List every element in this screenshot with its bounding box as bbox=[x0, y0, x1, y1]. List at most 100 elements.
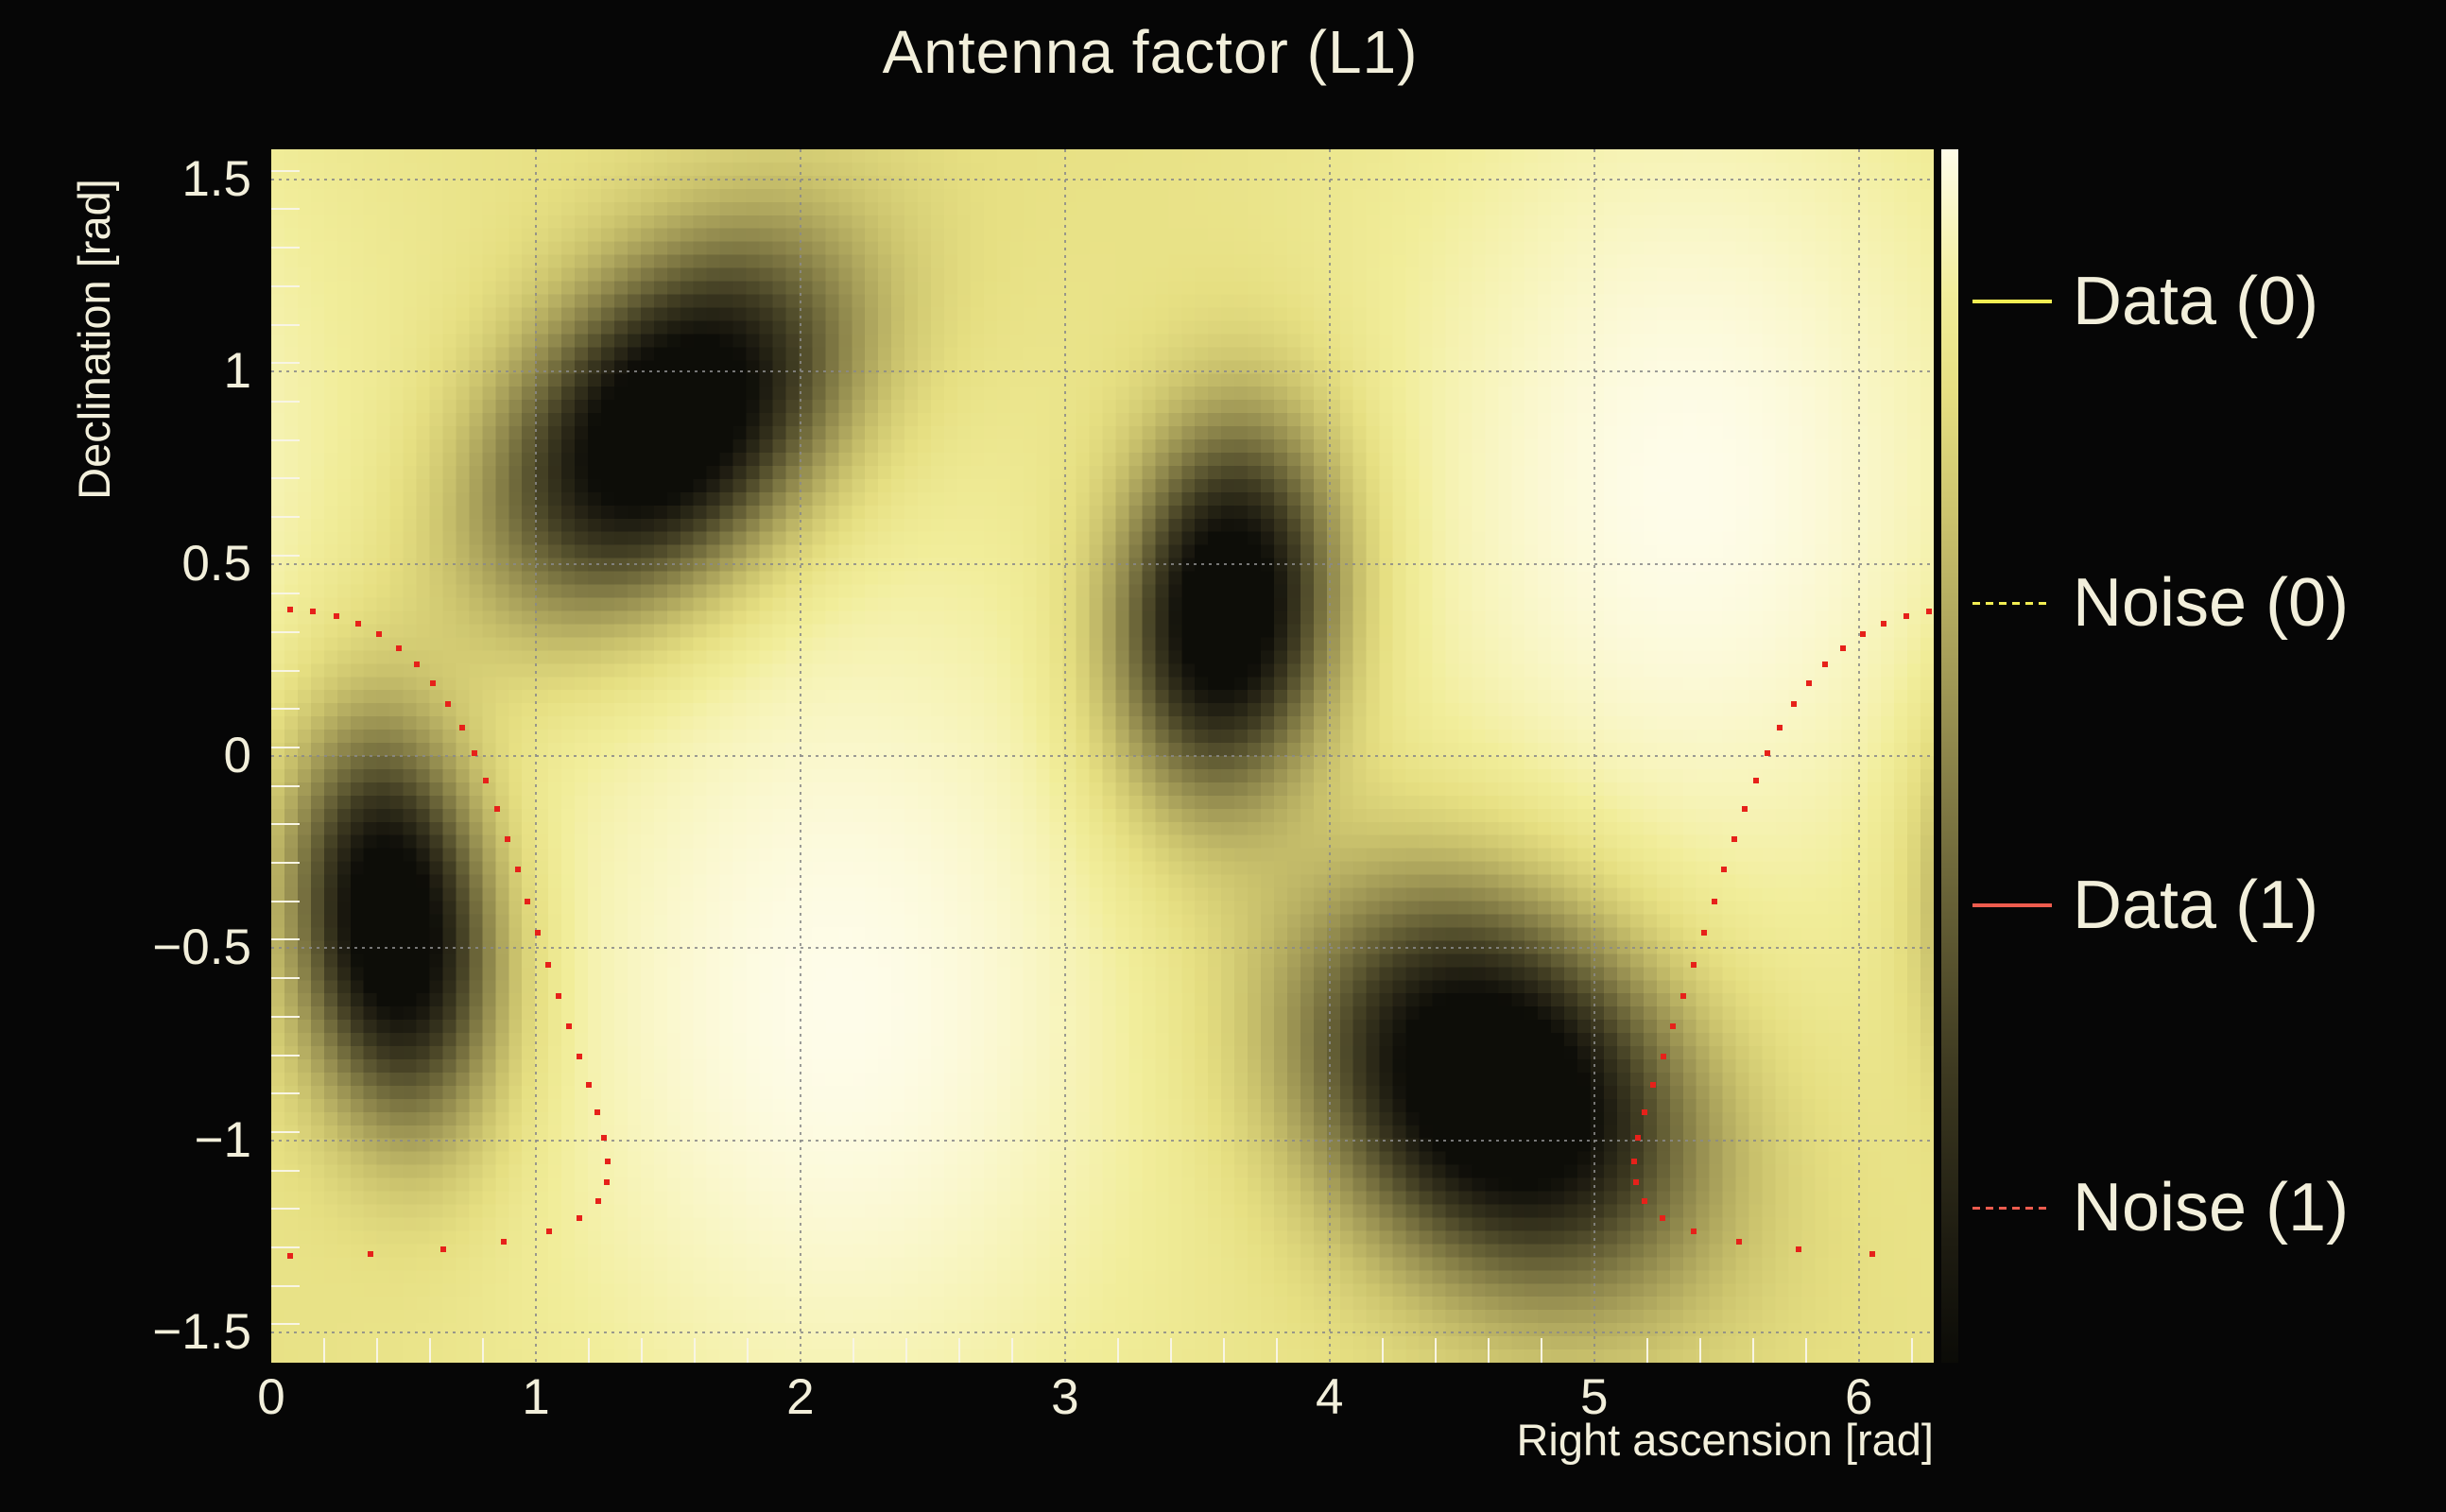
noise-1-point bbox=[376, 631, 383, 638]
legend-label-noise-1-: Noise (1) bbox=[2073, 1170, 2350, 1246]
noise-1-point bbox=[1869, 1251, 1875, 1258]
heatmap-plot bbox=[271, 149, 1934, 1363]
x-minor-tick bbox=[904, 1338, 907, 1363]
noise-1-point bbox=[1752, 778, 1759, 784]
gridline-ra-2 bbox=[799, 149, 801, 1363]
x-tick-label-2: 2 bbox=[786, 1369, 815, 1425]
gridline-ra-3 bbox=[1063, 149, 1066, 1363]
x-minor-tick bbox=[1751, 1338, 1754, 1363]
noise-1-point bbox=[1840, 644, 1847, 651]
noise-1-point bbox=[1731, 835, 1738, 842]
y-minor-tick bbox=[271, 784, 300, 787]
noise-1-point bbox=[545, 1228, 552, 1234]
noise-1-point bbox=[395, 644, 402, 651]
noise-1-point bbox=[286, 607, 293, 613]
y-minor-tick bbox=[271, 362, 300, 365]
noise-1-point bbox=[355, 621, 362, 627]
x-minor-tick bbox=[1275, 1338, 1278, 1363]
noise-1-point bbox=[458, 725, 465, 731]
y-minor-tick bbox=[271, 400, 300, 403]
noise-1-point bbox=[1660, 1053, 1666, 1059]
gridline-dec--1.5 bbox=[271, 1332, 1934, 1334]
noise-1-point bbox=[1690, 1228, 1697, 1234]
noise-1-point bbox=[535, 930, 542, 936]
y-minor-tick bbox=[271, 900, 300, 902]
x-minor-tick bbox=[1910, 1338, 1913, 1363]
y-minor-tick bbox=[271, 247, 300, 249]
x-minor-tick bbox=[428, 1338, 431, 1363]
y-minor-tick bbox=[271, 1169, 300, 1172]
noise-1-point bbox=[472, 750, 478, 757]
noise-1-point bbox=[1632, 1179, 1639, 1186]
noise-1-point bbox=[367, 1251, 373, 1258]
y-tick-label-1.5: 1.5 bbox=[181, 150, 251, 207]
noise-1-point bbox=[1650, 1082, 1657, 1089]
y-minor-tick bbox=[271, 554, 300, 557]
noise-1-point bbox=[1680, 992, 1687, 999]
noise-1-point bbox=[1859, 631, 1866, 638]
noise-1-point bbox=[1790, 701, 1797, 708]
y-tick-label-−1: −1 bbox=[194, 1111, 251, 1168]
noise-1-point bbox=[1634, 1134, 1641, 1141]
noise-1-point bbox=[1670, 1023, 1677, 1030]
y-minor-tick bbox=[271, 1130, 300, 1133]
x-tick-label-4: 4 bbox=[1316, 1369, 1344, 1425]
legend-sample-noise-0- bbox=[1972, 602, 2052, 605]
x-axis-label: Right ascension [rad] bbox=[1516, 1415, 1934, 1465]
x-minor-tick bbox=[481, 1338, 484, 1363]
y-minor-tick bbox=[271, 169, 300, 172]
noise-1-point bbox=[1735, 1239, 1742, 1246]
y-minor-tick bbox=[271, 323, 300, 326]
x-minor-tick bbox=[640, 1338, 643, 1363]
gridline-dec-0 bbox=[271, 755, 1934, 757]
noise-1-point bbox=[1822, 661, 1829, 667]
y-minor-tick bbox=[271, 862, 300, 865]
noise-1-point bbox=[1765, 750, 1771, 757]
y-minor-tick bbox=[271, 1092, 300, 1095]
x-minor-tick bbox=[375, 1338, 378, 1363]
gridline-ra-6 bbox=[1857, 149, 1860, 1363]
noise-1-point bbox=[439, 1246, 446, 1253]
y-tick-label-−1.5: −1.5 bbox=[152, 1304, 251, 1361]
y-minor-tick bbox=[271, 1323, 300, 1326]
noise-1-point bbox=[555, 992, 561, 999]
x-minor-tick bbox=[1434, 1338, 1437, 1363]
legend-sample-noise-1- bbox=[1972, 1207, 2052, 1210]
noise-1-point bbox=[1711, 898, 1717, 904]
x-minor-tick bbox=[1010, 1338, 1013, 1363]
x-minor-tick bbox=[852, 1338, 854, 1363]
noise-1-point bbox=[565, 1023, 572, 1030]
legend-label-noise-0-: Noise (0) bbox=[2073, 565, 2350, 641]
y-minor-tick bbox=[271, 438, 300, 441]
noise-1-point bbox=[1777, 725, 1783, 731]
gridline-dec--0.5 bbox=[271, 947, 1934, 950]
y-minor-tick bbox=[271, 1284, 300, 1287]
y-minor-tick bbox=[271, 1208, 300, 1211]
noise-1-point bbox=[430, 679, 437, 686]
noise-1-point bbox=[504, 835, 510, 842]
noise-1-point bbox=[525, 898, 531, 904]
noise-1-point bbox=[544, 961, 551, 968]
x-tick-label-3: 3 bbox=[1051, 1369, 1079, 1425]
noise-1-point bbox=[576, 1053, 582, 1059]
noise-1-point bbox=[1701, 930, 1708, 936]
page-title: Antenna factor (L1) bbox=[882, 18, 1419, 86]
y-minor-tick bbox=[271, 669, 300, 672]
noise-1-point bbox=[1691, 961, 1697, 968]
y-minor-tick bbox=[271, 630, 300, 633]
y-minor-tick bbox=[271, 1054, 300, 1057]
noise-1-point bbox=[1721, 867, 1728, 873]
x-minor-tick bbox=[1116, 1338, 1119, 1363]
noise-1-point bbox=[577, 1214, 583, 1221]
gridline-dec-1 bbox=[271, 370, 1934, 373]
noise-1-point bbox=[1805, 679, 1812, 686]
x-minor-tick bbox=[957, 1338, 960, 1363]
noise-1-point bbox=[1881, 621, 1887, 627]
y-minor-tick bbox=[271, 593, 300, 595]
y-tick-label-0: 0 bbox=[223, 728, 251, 783]
noise-1-point bbox=[1641, 1109, 1647, 1115]
legend-sample-data-0- bbox=[1972, 300, 2052, 303]
y-minor-tick bbox=[271, 1015, 300, 1018]
noise-1-point bbox=[445, 701, 452, 708]
